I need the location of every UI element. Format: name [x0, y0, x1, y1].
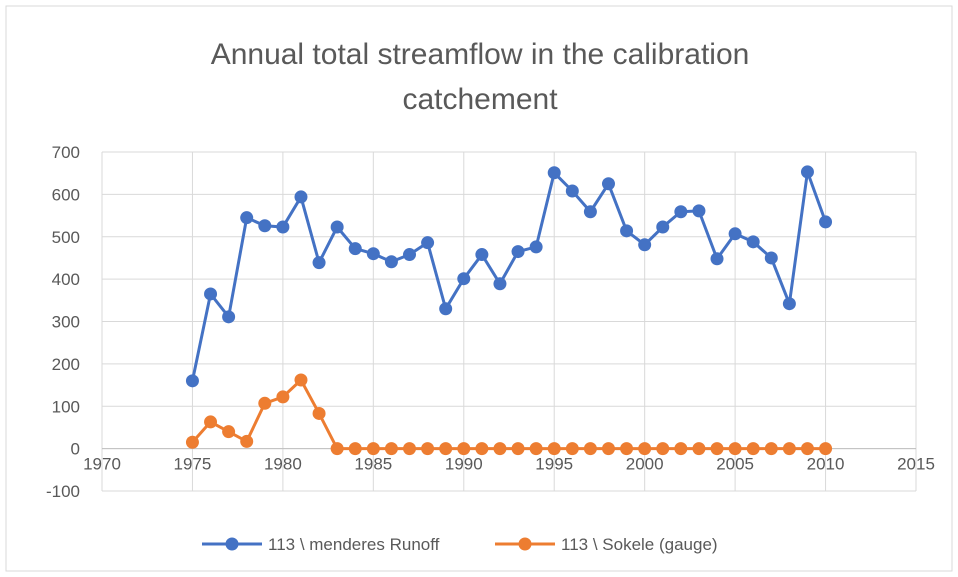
- data-point: [204, 287, 218, 301]
- data-point: [258, 219, 272, 233]
- data-point: [185, 374, 199, 388]
- x-tick-label: 2010: [807, 455, 845, 474]
- data-point: [222, 310, 236, 324]
- data-point: [692, 204, 706, 218]
- data-point: [583, 442, 597, 456]
- data-point: [439, 442, 453, 456]
- data-point: [601, 177, 615, 191]
- y-tick-label: 100: [52, 397, 80, 416]
- data-point: [565, 184, 579, 198]
- data-point: [692, 442, 706, 456]
- data-point: [656, 220, 670, 234]
- data-point: [601, 442, 615, 456]
- data-point: [819, 215, 833, 229]
- data-point: [384, 255, 398, 269]
- data-point: [565, 442, 579, 456]
- data-point: [511, 245, 525, 259]
- data-point: [493, 277, 507, 291]
- data-point: [240, 434, 254, 448]
- data-point: [710, 252, 724, 266]
- data-point: [819, 442, 833, 456]
- data-point: [764, 442, 778, 456]
- y-tick-label: 0: [71, 440, 80, 459]
- x-tick-label: 1975: [174, 455, 212, 474]
- data-point: [746, 235, 760, 249]
- data-point: [204, 415, 218, 429]
- x-tick-label: 1985: [354, 455, 392, 474]
- data-point: [366, 247, 380, 261]
- data-point: [457, 272, 471, 286]
- y-tick-label: 700: [52, 143, 80, 162]
- data-point: [475, 442, 489, 456]
- data-point: [348, 242, 362, 256]
- data-point: [782, 442, 796, 456]
- chart-title: Annual total streamflow in the calibrati…: [210, 38, 750, 116]
- data-point: [529, 442, 543, 456]
- data-point: [457, 442, 471, 456]
- data-point: [294, 190, 308, 204]
- data-point: [710, 442, 724, 456]
- chart-border: [5, 5, 953, 572]
- data-point: [475, 248, 489, 262]
- data-point: [330, 220, 344, 234]
- data-point: [620, 224, 634, 238]
- data-point: [421, 236, 435, 250]
- y-tick-label: 500: [52, 228, 80, 247]
- x-tick-label: 2000: [626, 455, 664, 474]
- data-point: [312, 406, 326, 420]
- x-tick-label: 1990: [445, 455, 483, 474]
- data-point: [185, 435, 199, 449]
- y-tick-label: -100: [46, 482, 80, 501]
- data-point: [366, 442, 380, 456]
- data-point: [439, 302, 453, 316]
- data-point: [674, 442, 688, 456]
- data-point: [276, 390, 290, 404]
- x-tick-label: 1995: [535, 455, 573, 474]
- data-point: [403, 248, 417, 262]
- data-point: [258, 396, 272, 410]
- data-point: [674, 205, 688, 219]
- data-point: [638, 238, 652, 252]
- legend-marker: [225, 537, 239, 551]
- data-point: [222, 425, 236, 439]
- data-point: [384, 442, 398, 456]
- legend-marker: [518, 537, 532, 551]
- data-point: [764, 251, 778, 265]
- data-point: [656, 442, 670, 456]
- data-point: [348, 442, 362, 456]
- legend-label: 113 \ Sokele (gauge): [561, 535, 718, 554]
- data-point: [421, 442, 435, 456]
- data-point: [638, 442, 652, 456]
- data-point: [728, 442, 742, 456]
- data-point: [330, 442, 344, 456]
- data-point: [800, 442, 814, 456]
- x-tick-label: 2015: [897, 455, 935, 474]
- y-tick-label: 400: [52, 270, 80, 289]
- data-point: [583, 205, 597, 219]
- data-point: [294, 373, 308, 387]
- data-point: [782, 297, 796, 311]
- data-point: [240, 211, 254, 225]
- data-point: [728, 227, 742, 241]
- x-tick-label: 1970: [83, 455, 121, 474]
- legend-label: 113 \ menderes Runoff: [268, 535, 440, 554]
- y-tick-label: 600: [52, 185, 80, 204]
- data-point: [529, 240, 543, 254]
- data-point: [312, 256, 326, 270]
- data-point: [493, 442, 507, 456]
- data-point: [547, 442, 561, 456]
- data-point: [800, 165, 814, 179]
- data-point: [746, 442, 760, 456]
- y-tick-label: 300: [52, 313, 80, 332]
- data-point: [620, 442, 634, 456]
- data-point: [547, 166, 561, 180]
- data-point: [511, 442, 525, 456]
- x-tick-label: 1980: [264, 455, 302, 474]
- y-tick-label: 200: [52, 355, 80, 374]
- data-point: [276, 220, 290, 234]
- x-tick-label: 2005: [716, 455, 754, 474]
- data-point: [403, 442, 417, 456]
